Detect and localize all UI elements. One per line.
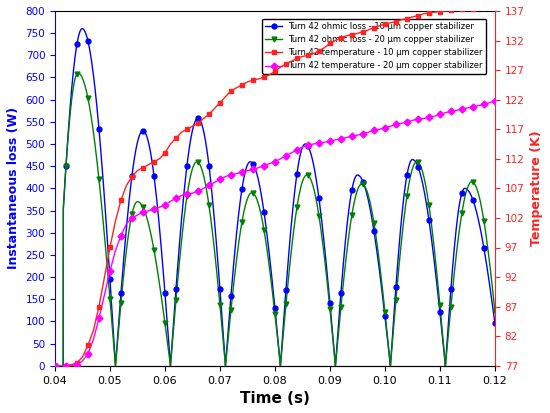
Legend: Turn 42 ohmic loss - 10 μm copper stabilizer, Turn 42 ohmic loss - 20 μm copper : Turn 42 ohmic loss - 10 μm copper stabil…: [262, 19, 486, 74]
Y-axis label: Instantaneous loss (W): Instantaneous loss (W): [7, 107, 20, 269]
Y-axis label: Temperature (K): Temperature (K): [530, 131, 543, 246]
X-axis label: Time (s): Time (s): [240, 391, 310, 406]
